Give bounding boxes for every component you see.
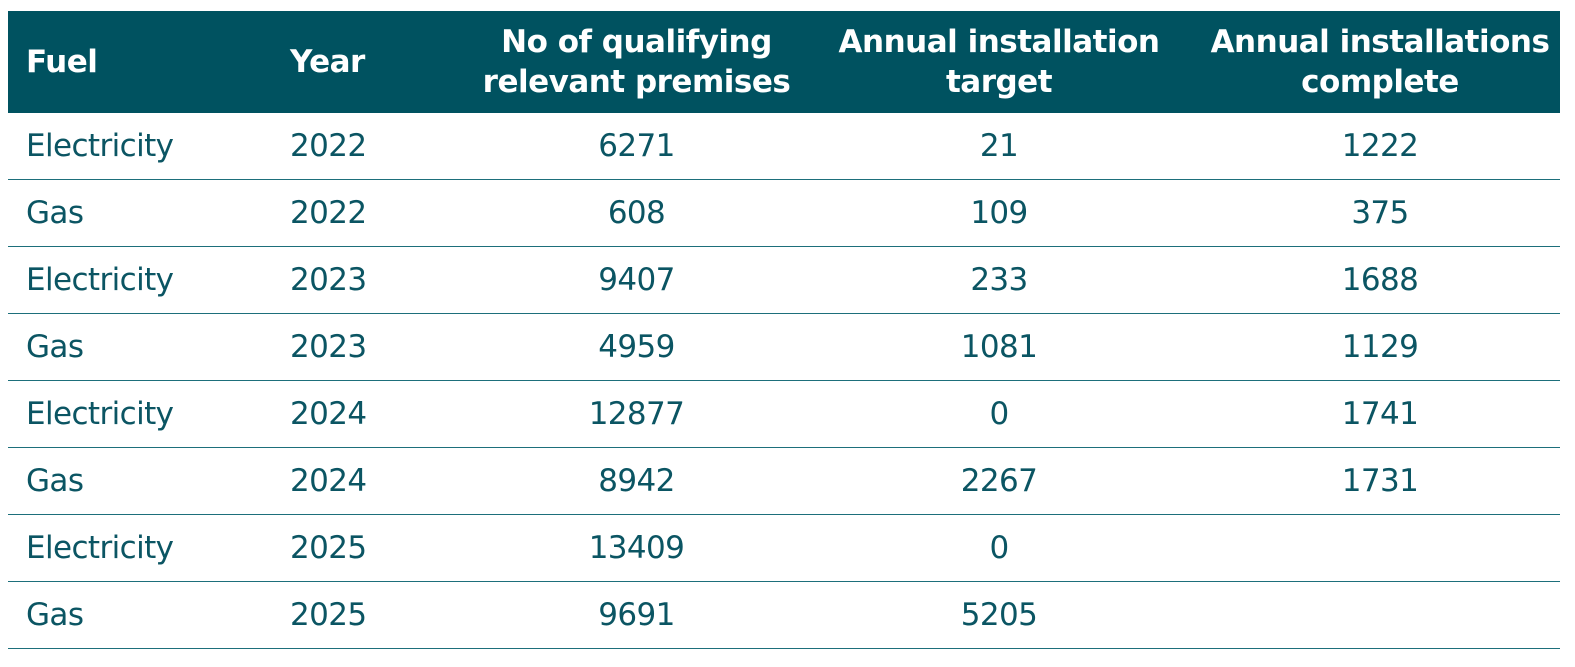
cell-installations-complete — [1200, 582, 1560, 648]
cell-qualifying-premises: 9691 — [598, 597, 675, 633]
cell-year: 2025 — [290, 530, 367, 566]
cell-fuel: Gas — [26, 195, 84, 231]
cell-installation-target: 2267 — [960, 463, 1038, 499]
header-fuel: Fuel — [26, 44, 98, 80]
table-row: Electricity 2024 12877 0 1741 — [8, 381, 1560, 448]
cell-qualifying-premises: 608 — [607, 195, 666, 231]
cell-qualifying-premises: 4959 — [598, 329, 675, 365]
cell-fuel: Electricity — [26, 396, 174, 432]
cell-installations-complete: 375 — [1351, 195, 1409, 231]
cell-fuel: Electricity — [26, 262, 174, 298]
cell-installation-target: 233 — [970, 262, 1028, 298]
cell-installation-target: 5205 — [960, 597, 1038, 633]
cell-fuel: Gas — [26, 597, 84, 633]
table-row: Gas 2025 9691 5205 — [8, 582, 1560, 649]
cell-year: 2025 — [290, 597, 367, 633]
cell-year: 2022 — [290, 128, 367, 164]
table-row: Electricity 2022 6271 21 1222 — [8, 113, 1560, 180]
installations-table: Fuel Year No of qualifying relevant prem… — [8, 11, 1560, 649]
table-row: Gas 2024 8942 2267 1731 — [8, 448, 1560, 515]
cell-fuel: Electricity — [26, 530, 174, 566]
cell-year: 2022 — [290, 195, 367, 231]
cell-year: 2024 — [290, 396, 367, 432]
cell-installations-complete: 1731 — [1341, 463, 1419, 499]
cell-qualifying-premises: 8942 — [598, 463, 675, 499]
cell-fuel: Gas — [26, 329, 84, 365]
table-header: Fuel Year No of qualifying relevant prem… — [8, 11, 1560, 113]
table-row: Gas 2023 4959 1081 1129 — [8, 314, 1560, 381]
cell-qualifying-premises: 12877 — [588, 396, 685, 432]
cell-installations-complete: 1688 — [1341, 262, 1419, 298]
header-installations-complete: Annual installations complete — [1210, 24, 1550, 100]
cell-installations-complete: 1129 — [1341, 329, 1419, 365]
cell-installations-complete: 1741 — [1341, 396, 1419, 432]
cell-year: 2023 — [290, 262, 367, 298]
cell-installation-target: 21 — [979, 128, 1019, 164]
cell-installation-target: 0 — [989, 530, 1009, 566]
table-row: Electricity 2025 13409 0 — [8, 515, 1560, 582]
cell-qualifying-premises: 13409 — [588, 530, 685, 566]
table-row: Gas 2022 608 109 375 — [8, 180, 1560, 247]
cell-installations-complete — [1200, 515, 1560, 581]
cell-fuel: Gas — [26, 463, 84, 499]
cell-installation-target: 0 — [989, 396, 1009, 432]
header-year: Year — [290, 44, 365, 80]
cell-installations-complete: 1222 — [1341, 128, 1419, 164]
cell-qualifying-premises: 6271 — [598, 128, 675, 164]
header-installation-target: Annual installation target — [838, 24, 1160, 100]
cell-installation-target: 109 — [970, 195, 1028, 231]
cell-year: 2024 — [290, 463, 367, 499]
table-row: Electricity 2023 9407 233 1688 — [8, 247, 1560, 314]
cell-fuel: Electricity — [26, 128, 174, 164]
cell-qualifying-premises: 9407 — [598, 262, 675, 298]
cell-installation-target: 1081 — [960, 329, 1038, 365]
header-qualifying-premises: No of qualifying relevant premises — [482, 24, 791, 100]
cell-year: 2023 — [290, 329, 367, 365]
